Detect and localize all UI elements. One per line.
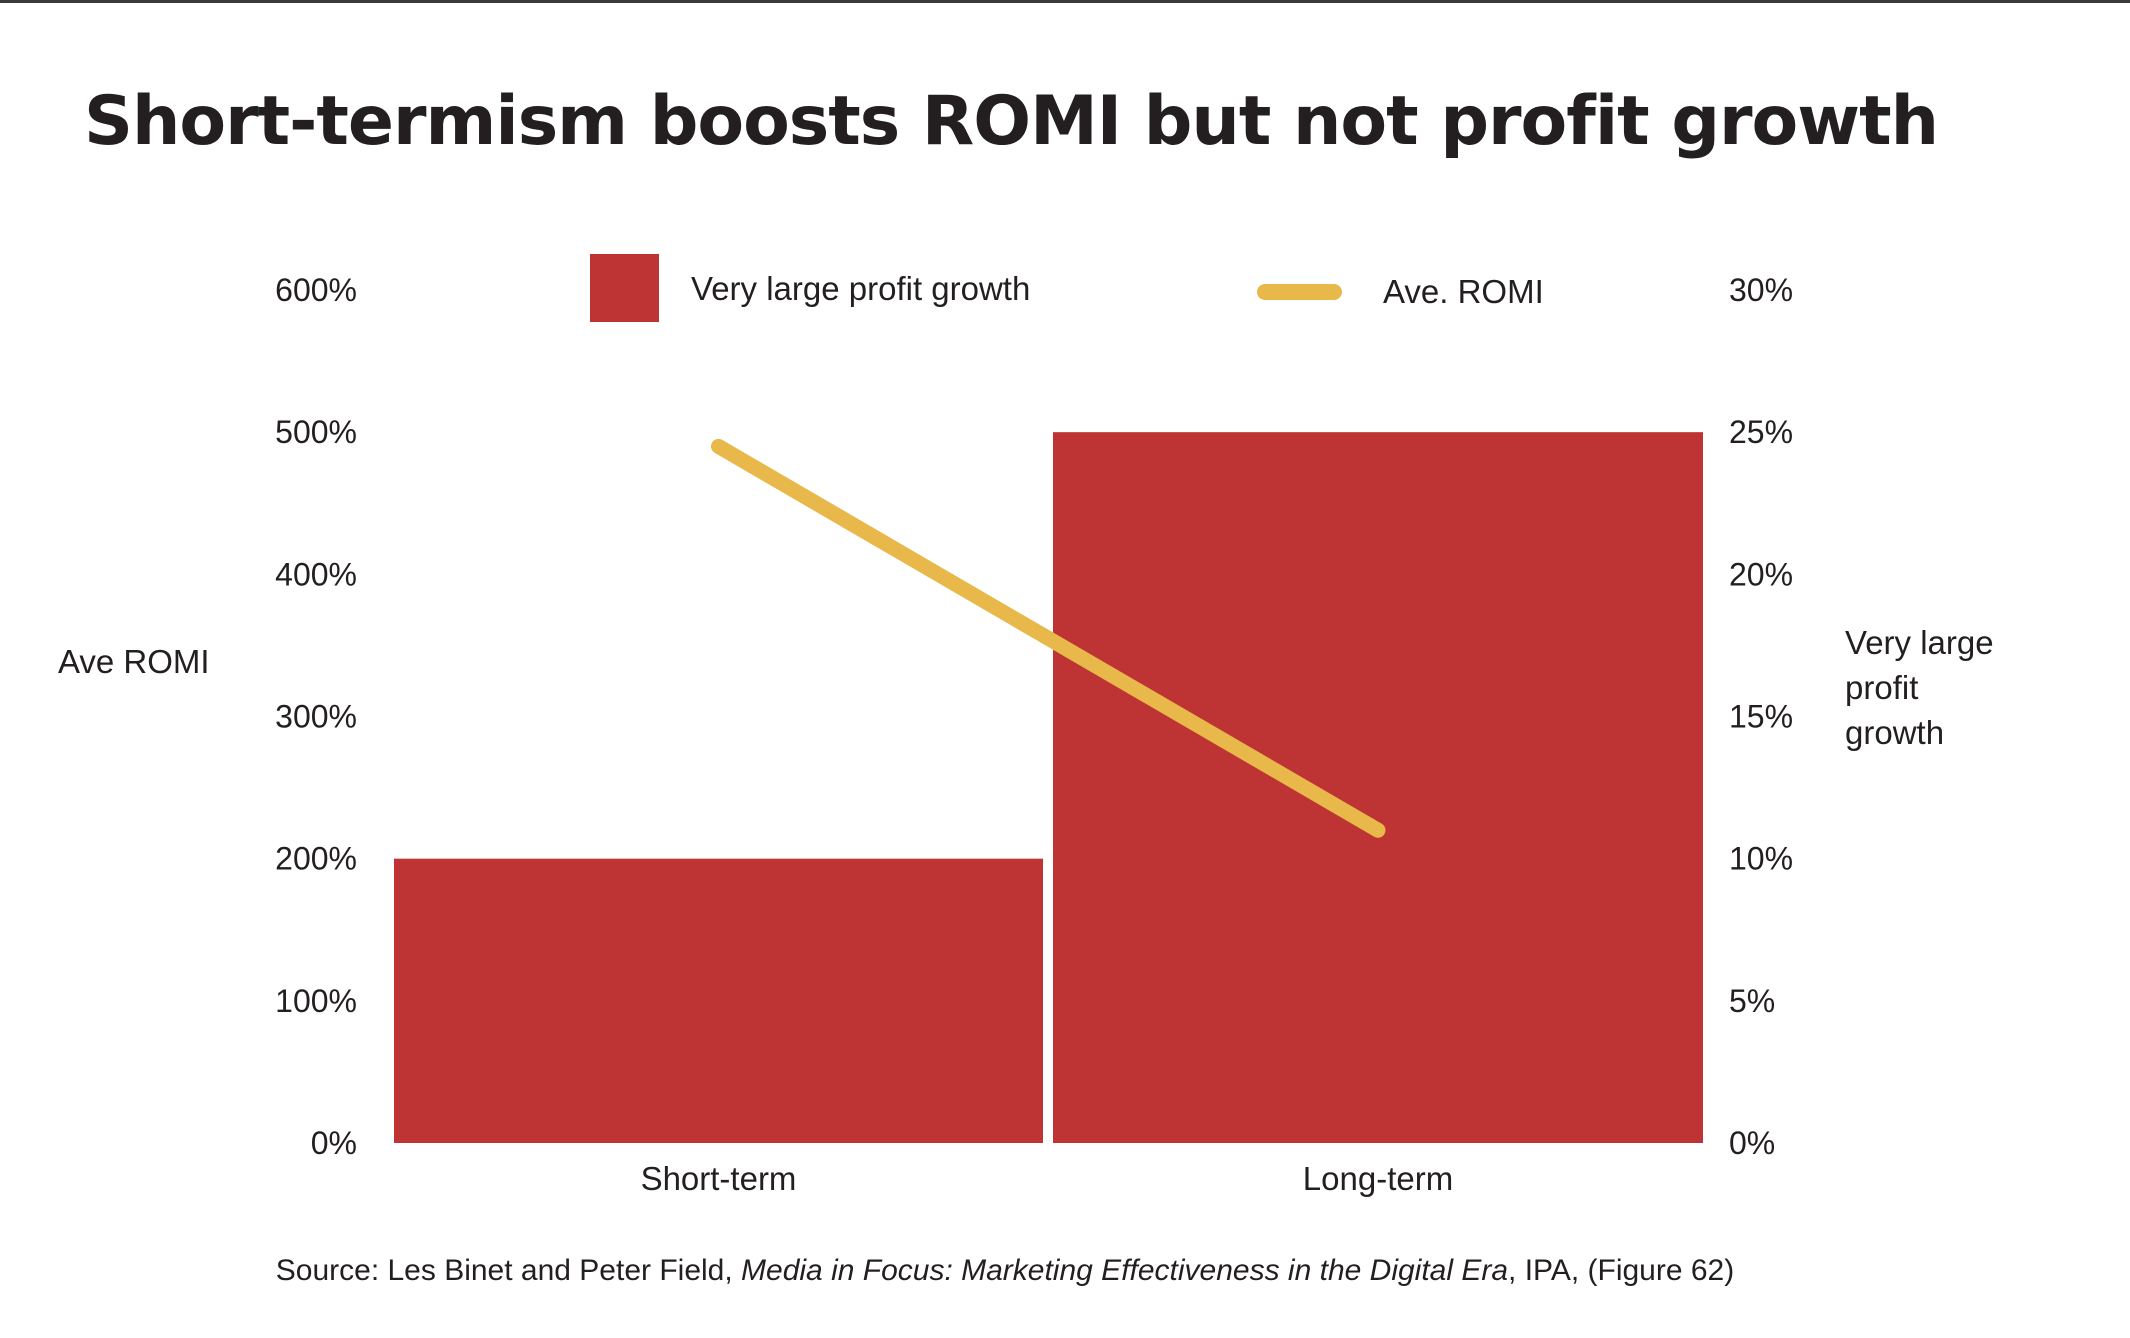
right-tick-label: 0% xyxy=(1729,1125,1775,1161)
right-tick-label: 30% xyxy=(1729,272,1793,308)
bar-short-term xyxy=(394,858,1043,1143)
right-tick-label: 20% xyxy=(1729,556,1793,592)
source-suffix: , IPA, (Figure 62) xyxy=(1508,1254,1735,1287)
right-axis-title-line: Very large xyxy=(1845,624,1994,661)
source-title: Media in Focus: Marketing Effectiveness … xyxy=(741,1254,1509,1287)
left-tick-label: 500% xyxy=(275,414,357,450)
legend-swatch-profit-growth xyxy=(590,254,659,322)
left-axis-title: Ave ROMI xyxy=(58,643,210,680)
category-label: Long-term xyxy=(1303,1160,1453,1197)
category-label: Short-term xyxy=(641,1160,797,1197)
source-prefix: Source: Les Binet and Peter Field, xyxy=(275,1254,742,1287)
right-tick-label: 5% xyxy=(1729,983,1775,1019)
romi-line xyxy=(711,438,1386,838)
right-axis-title-line: profit xyxy=(1845,669,1918,706)
right-tick-label: 10% xyxy=(1729,841,1793,877)
left-tick-label: 0% xyxy=(311,1125,357,1161)
left-tick-label: 400% xyxy=(275,556,357,592)
top-border xyxy=(0,0,2130,3)
left-tick-label: 100% xyxy=(275,983,357,1019)
bar-long-term xyxy=(1053,432,1703,1144)
left-tick-label: 200% xyxy=(275,841,357,877)
right-tick-label: 25% xyxy=(1729,414,1793,450)
left-tick-label: 600% xyxy=(275,272,357,308)
right-axis-title-line: growth xyxy=(1845,714,1944,751)
chart-title: Short-termism boosts ROMI but not profit… xyxy=(84,82,1939,161)
right-tick-label: 15% xyxy=(1729,699,1793,735)
legend-label-profit-growth: Very large profit growth xyxy=(691,270,1030,307)
legend-label-romi: Ave. ROMI xyxy=(1383,273,1544,310)
left-tick-label: 300% xyxy=(275,699,357,735)
source-note: Source: Les Binet and Peter Field, Media… xyxy=(0,1254,2010,1288)
